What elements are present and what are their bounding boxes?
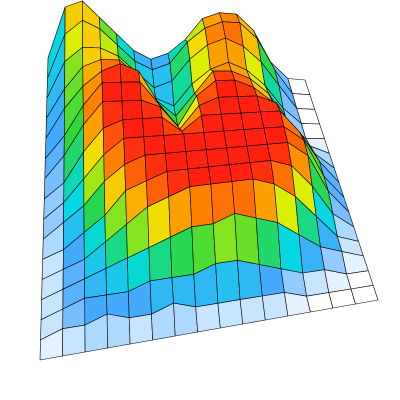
surface-cell: [215, 259, 241, 304]
surface-cell: [237, 95, 261, 114]
surface-cell: [226, 145, 251, 165]
surface-cell: [173, 302, 198, 337]
surface-cell: [240, 111, 265, 130]
surface-cell: [142, 117, 165, 138]
surface-cell: [195, 302, 221, 333]
surface-cell: [171, 273, 196, 308]
surface-cell: [239, 295, 266, 325]
surface-cell: [122, 118, 145, 139]
surface-cell: [229, 162, 254, 182]
surface-cell: [258, 264, 285, 297]
surface-cell: [246, 144, 272, 163]
surface-cell: [255, 217, 282, 270]
surface-cell: [143, 135, 166, 156]
surface-cell: [212, 70, 235, 81]
surface-cell: [231, 178, 257, 219]
surface-cell: [243, 127, 268, 147]
surface-cell: [220, 112, 245, 132]
surface-cell: [217, 299, 244, 329]
surface-cell: [187, 166, 212, 187]
surface-cell: [120, 81, 142, 102]
surface-cell: [350, 284, 379, 305]
surface-cell: [165, 151, 189, 172]
surface-cell: [128, 313, 153, 345]
surface-cell: [208, 164, 233, 185]
surface-cell: [189, 183, 214, 228]
surface-cell: [261, 292, 289, 321]
surface-cell: [183, 132, 207, 152]
surface-cell: [101, 81, 123, 102]
surface-cell: [163, 133, 187, 154]
surface-cell: [201, 113, 225, 133]
surface-cell: [218, 96, 242, 115]
surface-cell: [302, 269, 330, 297]
surface-cell: [106, 291, 130, 319]
surface-cell: [185, 149, 209, 170]
surface-cell: [252, 178, 278, 223]
surface-cell: [203, 130, 227, 150]
surface-cell: [223, 129, 248, 149]
surface-cell: [121, 99, 143, 120]
surface-cell: [234, 213, 260, 265]
surface-cell: [263, 126, 289, 145]
surface-cell: [106, 313, 131, 349]
surface-cell: [62, 324, 86, 357]
surface-cell: [205, 147, 230, 168]
surface-cell: [260, 110, 285, 129]
surface-cell: [237, 259, 263, 300]
surface-cell: [215, 79, 238, 98]
